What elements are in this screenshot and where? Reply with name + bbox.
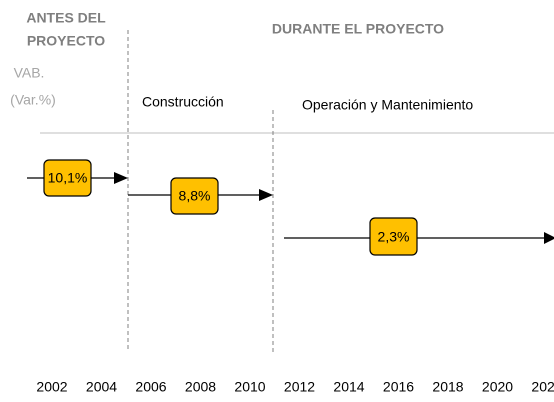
year-label: 2022 bbox=[531, 379, 554, 395]
box-label: 2,3% bbox=[378, 229, 410, 245]
box-label: 8,8% bbox=[179, 188, 211, 204]
year-label: 2020 bbox=[482, 379, 513, 395]
value-box bbox=[43, 159, 92, 197]
year-label: 2012 bbox=[284, 379, 315, 395]
year-label: 2004 bbox=[86, 379, 117, 395]
axis-label: VAB. bbox=[14, 65, 45, 81]
phase-label: Operación y Mantenimiento bbox=[302, 97, 473, 113]
header-before: ANTES DEL bbox=[26, 10, 106, 26]
year-label: 2008 bbox=[185, 379, 216, 395]
year-label: 2016 bbox=[383, 379, 414, 395]
value-box bbox=[170, 177, 219, 215]
year-label: 2010 bbox=[234, 379, 265, 395]
arrow-head bbox=[259, 189, 273, 201]
phase-label: Construcción bbox=[142, 94, 224, 110]
axis-label: (Var.%) bbox=[10, 92, 56, 108]
arrow-head bbox=[544, 232, 554, 244]
year-label: 2018 bbox=[432, 379, 463, 395]
year-label: 2014 bbox=[333, 379, 364, 395]
value-box bbox=[369, 217, 418, 256]
arrow-head bbox=[114, 172, 128, 184]
header-during: DURANTE EL PROYECTO bbox=[272, 21, 444, 37]
header-before: PROYECTO bbox=[27, 33, 105, 49]
year-label: 2006 bbox=[135, 379, 166, 395]
year-label: 2002 bbox=[36, 379, 67, 395]
box-label: 10,1% bbox=[48, 170, 88, 186]
